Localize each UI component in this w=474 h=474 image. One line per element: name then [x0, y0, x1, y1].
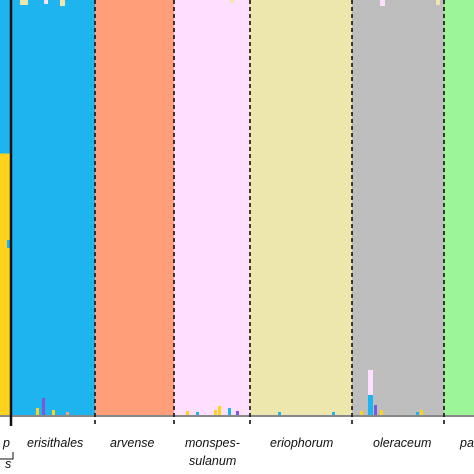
- admixture-sliver-3: [60, 411, 63, 415]
- admixture-sliver-10: [236, 411, 239, 415]
- group-label-pa: pa: [459, 436, 474, 450]
- group-0-step-3: [7, 240, 11, 248]
- admixture-sliver-24: [436, 0, 440, 5]
- admixture-sliver-11: [278, 412, 281, 415]
- group-label-erisithales: erisithales: [27, 436, 83, 450]
- group-bar-1: [11, 0, 95, 415]
- group-bar-6: [444, 0, 474, 415]
- group-bar-5: [352, 0, 444, 415]
- admixture-sliver-2: [52, 410, 55, 415]
- admixture-sliver-21: [44, 0, 48, 4]
- minor-admixture-layer: [20, 0, 440, 415]
- group-0-step-2: [3, 230, 7, 240]
- admixture-sliver-23: [380, 0, 385, 6]
- admixture-sliver-15: [368, 395, 373, 415]
- group-label-eriophorum: eriophorum: [270, 436, 333, 450]
- left-group-bracket: [0, 452, 14, 460]
- admixture-sliver-9: [228, 408, 231, 415]
- group-label-oleraceum: oleraceum: [373, 436, 431, 450]
- admixture-sliver-18: [416, 412, 419, 415]
- group-0-step-1: [0, 232, 3, 238]
- group-bar-3: [174, 0, 250, 415]
- group-dividers: [0, 0, 474, 426]
- group-label-sulanum: sulanum: [189, 454, 236, 468]
- group-label-arvense: arvense: [110, 436, 155, 450]
- admixture-sliver-8: [218, 406, 221, 415]
- admixture-sliver-14: [368, 370, 373, 395]
- admixture-sliver-0: [42, 398, 45, 415]
- group-label-monspes: monspes-: [185, 436, 240, 450]
- admixture-sliver-16: [374, 405, 377, 415]
- admixture-sliver-4: [66, 412, 69, 415]
- group-0-blue-portion: [0, 0, 11, 154]
- admixture-sliver-5: [186, 411, 189, 415]
- group-bar-0: [0, 0, 11, 415]
- group-label-0b: s: [5, 457, 11, 471]
- admixture-sliver-12: [332, 412, 335, 415]
- group-bar-2: [95, 0, 174, 415]
- admixture-sliver-13: [360, 411, 363, 415]
- admixture-sliver-6: [196, 412, 199, 415]
- group-bar-4: [250, 0, 352, 415]
- admixture-sliver-19: [420, 410, 423, 415]
- admixture-sliver-20: [20, 0, 28, 5]
- bars-layer: [0, 0, 474, 415]
- admixture-sliver-22: [60, 0, 65, 6]
- admixture-sliver-7: [214, 410, 217, 415]
- admixture-sliver-17: [380, 410, 383, 415]
- admixture-sliver-1: [36, 408, 39, 415]
- group-label-0a: p: [2, 436, 10, 450]
- admixture-sliver-25: [230, 0, 234, 3]
